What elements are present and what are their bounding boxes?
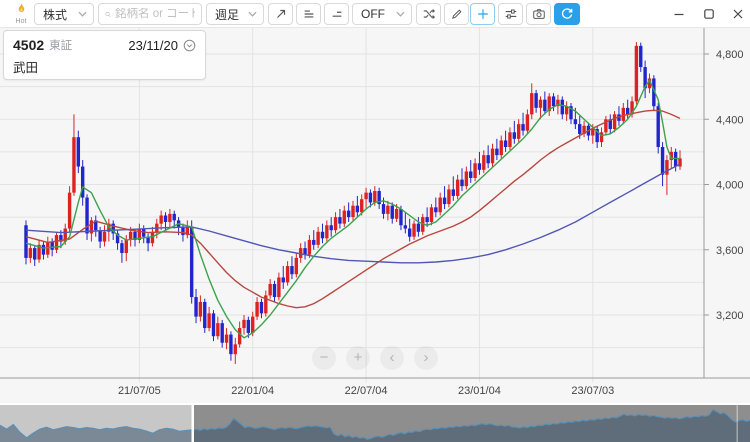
window-maximize-button[interactable] — [698, 0, 720, 27]
flame-icon — [15, 2, 28, 19]
svg-text:23/07/03: 23/07/03 — [571, 385, 614, 397]
candles — [24, 42, 682, 364]
main-indicator-button[interactable] — [296, 3, 321, 25]
range-navigator[interactable] — [0, 405, 750, 442]
symbol-code: 4502 — [13, 37, 45, 53]
date-selector[interactable]: 23/11/20 — [128, 38, 196, 53]
svg-text:22/01/04: 22/01/04 — [231, 385, 274, 397]
svg-text:21/07/05: 21/07/05 — [118, 385, 161, 397]
sub-indicator-button[interactable] — [324, 3, 349, 25]
symbol-search[interactable] — [98, 3, 202, 25]
main-indicator-icon — [304, 10, 313, 18]
svg-text:3,200: 3,200 — [716, 310, 744, 322]
draw-button[interactable] — [444, 3, 469, 25]
refresh-icon — [561, 8, 573, 19]
price-chart-region: 21/07/05 22/01/04 22/07/04 23/01/04 23/07/03… — [0, 28, 750, 403]
sub-indicator-icon — [332, 11, 341, 17]
hot-label: Hot — [15, 18, 27, 25]
chevron-down-circle-icon — [183, 39, 196, 51]
svg-text:4,800: 4,800 — [716, 49, 744, 61]
ma-mid — [25, 109, 681, 309]
maximize-icon — [704, 8, 714, 19]
timeframe-select[interactable]: 週足 — [206, 3, 264, 25]
svg-text:4,000: 4,000 — [716, 180, 744, 192]
search-input[interactable] — [115, 8, 195, 20]
scroll-right-button[interactable]: › — [414, 346, 438, 370]
chevron-down-icon — [248, 11, 257, 17]
navigator-area-chart[interactable] — [0, 405, 750, 442]
ma-long — [25, 163, 681, 264]
refresh-button[interactable] — [554, 3, 580, 25]
symbol-info-panel: 4502 東証 23/11/20 武田 — [3, 30, 206, 80]
sliders-icon — [505, 9, 516, 19]
window-minimize-button[interactable] — [668, 0, 690, 27]
trend-arrow-icon — [276, 9, 285, 18]
minimize-icon — [674, 13, 684, 15]
camera-icon — [532, 9, 545, 19]
overlay-value: OFF — [361, 7, 385, 21]
timeframe-value: 週足 — [215, 7, 240, 22]
zoom-in-button[interactable]: + — [346, 346, 370, 370]
zoom-out-button[interactable]: − — [312, 346, 336, 370]
window-close-button[interactable] — [727, 0, 749, 27]
trendline-tool-button[interactable] — [268, 3, 293, 25]
svg-text:22/07/04: 22/07/04 — [345, 385, 388, 397]
svg-text:23/01/04: 23/01/04 — [458, 385, 501, 397]
svg-text:4,400: 4,400 — [716, 114, 744, 126]
compare-button[interactable] — [416, 3, 441, 25]
chevron-down-icon — [78, 11, 87, 17]
toolbar: Hot 株式 週足 OFF — [0, 0, 750, 28]
screenshot-button[interactable] — [526, 3, 551, 25]
date-value: 23/11/20 — [128, 37, 178, 53]
symbol-name: 武田 — [13, 61, 39, 75]
chart-settings-button[interactable] — [498, 3, 523, 25]
pencil-icon — [451, 9, 462, 19]
hot-menu-button[interactable]: Hot — [9, 2, 33, 25]
shuffle-icon — [423, 9, 435, 19]
symbol-exchange: 東証 — [49, 40, 73, 52]
chevron-down-icon — [396, 11, 405, 17]
scroll-left-button[interactable]: ‹ — [380, 346, 404, 370]
close-icon — [733, 9, 743, 18]
crosshair-button[interactable] — [470, 3, 495, 25]
plus-icon — [477, 9, 488, 19]
candlestick-chart[interactable]: 21/07/05 22/01/04 22/07/04 23/01/04 23/07/03… — [0, 28, 750, 403]
asset-type-value: 株式 — [43, 7, 68, 22]
svg-text:3,600: 3,600 — [716, 245, 744, 257]
ma-short — [25, 79, 680, 339]
asset-type-select[interactable]: 株式 — [34, 3, 94, 25]
search-icon — [105, 11, 111, 17]
overlay-select[interactable]: OFF — [352, 3, 412, 25]
